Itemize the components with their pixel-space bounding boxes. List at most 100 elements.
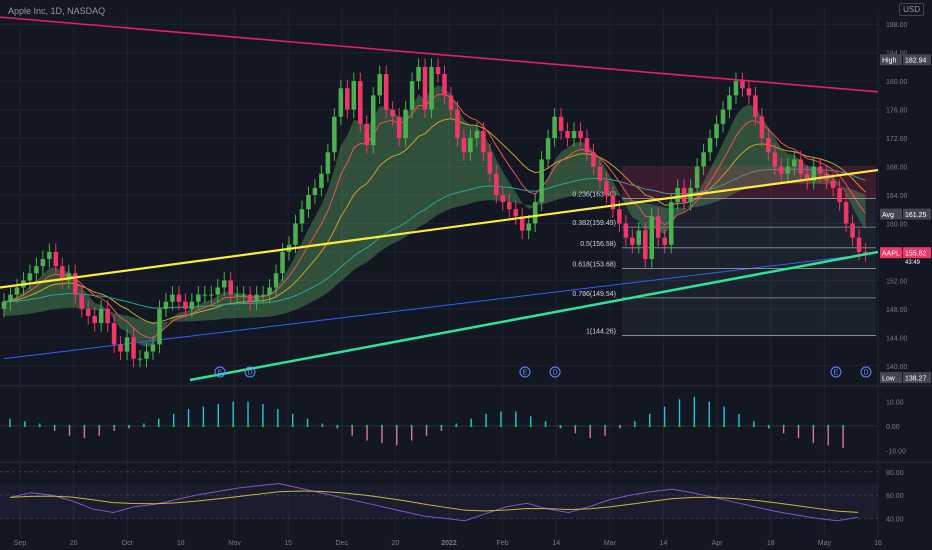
event-marker-label: D	[552, 370, 557, 377]
candle-body	[552, 116, 557, 139]
candle-body	[435, 66, 441, 75]
fib-zone	[622, 198, 876, 336]
price-label-tag	[880, 208, 902, 220]
event-marker	[519, 366, 531, 378]
candle-body	[817, 166, 823, 174]
candle-body	[92, 315, 97, 324]
event-marker	[860, 366, 872, 378]
osc-dot	[440, 424, 443, 428]
interval-label: 1D	[50, 6, 63, 16]
candle-body	[727, 95, 732, 110]
candle-body	[196, 294, 201, 302]
osc-dot	[559, 424, 562, 428]
candle-body	[325, 152, 331, 174]
candle-body	[584, 138, 590, 153]
osc-dot	[231, 424, 235, 428]
candle-body	[753, 95, 758, 117]
candle-body	[513, 209, 518, 217]
candle-body	[779, 166, 784, 174]
candle-body	[707, 138, 713, 153]
rsi-line	[9, 482, 859, 522]
price-label-value: 161.25	[905, 212, 927, 219]
osc-dot	[23, 424, 27, 428]
candle-body	[118, 344, 123, 352]
event-marker-label: D	[863, 370, 868, 377]
x-tick-label: Mar	[604, 540, 617, 547]
candle-body	[280, 251, 285, 274]
rsi-tick-label: 80.00	[886, 470, 904, 477]
y-tick-label: 140.00	[886, 364, 908, 371]
candle-body	[578, 130, 583, 139]
osc-dot	[395, 424, 399, 428]
candle-body	[850, 223, 855, 238]
candle-body	[481, 130, 486, 153]
osc-dot	[8, 424, 12, 428]
candle-body	[254, 294, 259, 302]
candle-body	[260, 294, 266, 296]
candle-body	[267, 287, 272, 295]
candle-body	[617, 209, 622, 224]
price-label-name: High	[882, 58, 897, 65]
candle-body	[215, 287, 221, 295]
osc-dot	[633, 424, 637, 428]
candle-body	[545, 138, 551, 160]
candle-body	[1, 301, 7, 309]
x-tick-label: 20	[391, 540, 399, 547]
osc-dot	[336, 424, 339, 428]
osc-dot	[827, 424, 830, 428]
osc-dot	[83, 424, 86, 428]
candle-body	[429, 66, 434, 110]
candle-body	[837, 187, 842, 203]
osc-dot	[217, 424, 220, 428]
candle-body	[662, 237, 667, 245]
event-marker-label: E	[218, 370, 223, 377]
candle-body	[383, 74, 389, 110]
candle-body	[649, 216, 655, 260]
y-tick-label: 164.00	[886, 193, 908, 200]
candle-body	[856, 237, 862, 252]
candle-body	[766, 138, 771, 153]
y-tick-label: 152.00	[886, 278, 908, 285]
candle-body	[798, 159, 804, 174]
rsi-band	[0, 483, 878, 519]
osc-dot	[484, 424, 488, 428]
currency-button[interactable]: USD	[899, 3, 924, 16]
candle-body	[668, 202, 674, 245]
osc-dot	[127, 424, 131, 428]
candle-body	[675, 187, 680, 203]
candle-body	[351, 81, 357, 110]
candle-body	[494, 173, 499, 195]
osc-dot	[663, 424, 666, 428]
candle-body	[221, 280, 227, 288]
x-tick-label: 20	[70, 540, 78, 547]
candle-body	[345, 88, 350, 110]
candle-body	[370, 95, 376, 146]
x-tick-label: May	[818, 540, 832, 547]
candle-body	[733, 81, 739, 96]
osc-dot	[767, 424, 770, 428]
ma-60-line	[3, 168, 866, 309]
candle-body	[792, 159, 797, 167]
candle-body	[157, 308, 162, 345]
candle-body	[740, 81, 745, 89]
event-marker-label: E	[523, 370, 528, 377]
trendline-support	[189, 250, 879, 382]
candle-body	[293, 223, 298, 245]
candle-body	[273, 273, 279, 288]
candle-body	[772, 152, 778, 167]
candle-body	[306, 195, 311, 210]
candle-body	[746, 88, 752, 96]
candle-body	[422, 66, 428, 110]
fib-level-label: 0.5(156.58)	[580, 241, 616, 248]
candle-body	[40, 259, 46, 267]
chart-legend: Apple Inc, 1D, NASDAQ	[8, 6, 106, 16]
candle-body	[170, 294, 175, 302]
osc-dot	[722, 424, 726, 428]
event-marker	[244, 366, 256, 378]
y-tick-label: 168.00	[886, 165, 908, 172]
event-marker	[830, 366, 842, 378]
osc-dot	[708, 424, 711, 428]
candle-body	[636, 230, 642, 245]
osc-dot	[589, 424, 592, 428]
